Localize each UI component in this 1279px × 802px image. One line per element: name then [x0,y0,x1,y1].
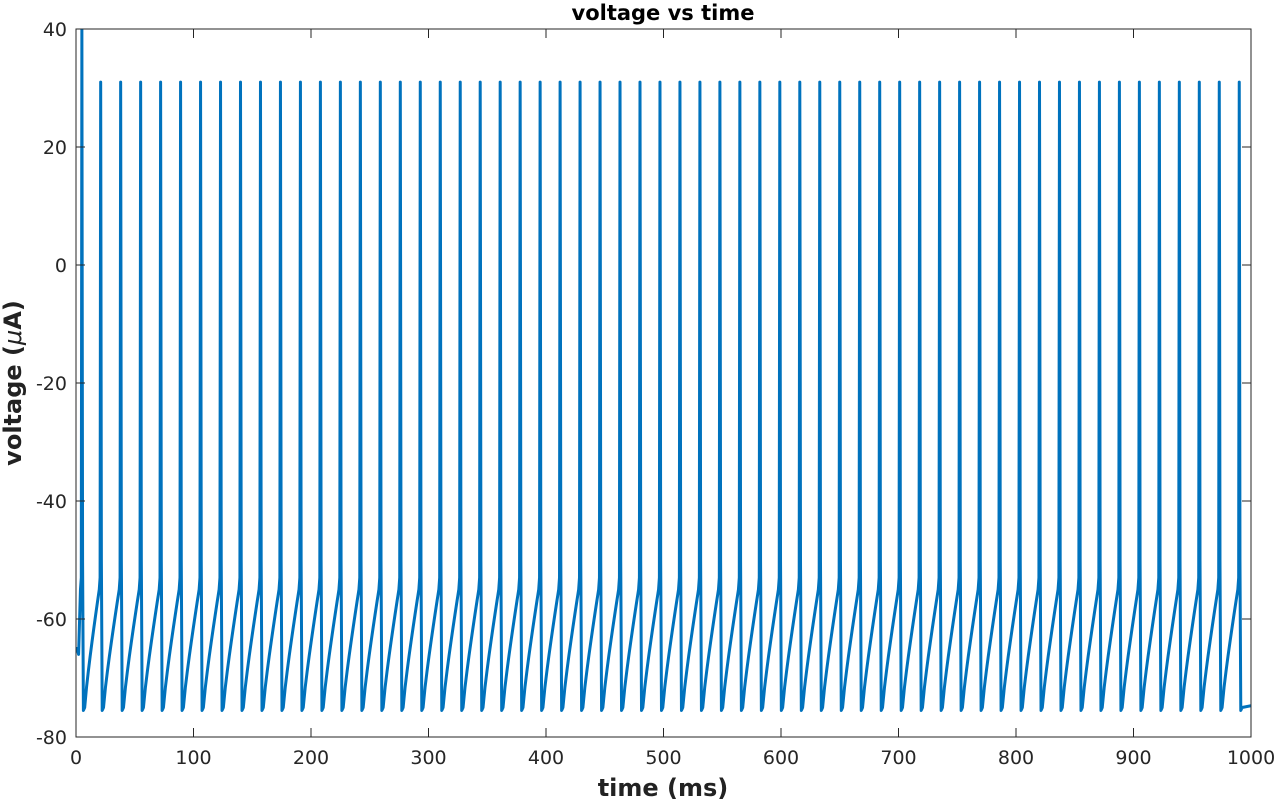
y-axis-label-mu: μ [0,330,27,346]
y-axis-label-suffix: A) [0,300,27,330]
x-axis-label: time (ms) [598,774,729,802]
y-tick-label: -20 [36,373,67,395]
x-tick-label: 400 [528,747,564,769]
x-tick-label: 1000 [1227,747,1275,769]
plot-area [76,29,1251,737]
y-tick-label: 0 [55,255,67,277]
x-tick-label: 500 [645,747,681,769]
y-axis-label-prefix: voltage ( [0,345,27,466]
x-tick-label: 600 [763,747,799,769]
ticks-layer: 0 100 200 300 400 500 600 700 800 900 1000-80-60-4… [36,19,1275,769]
x-tick-label: 700 [880,747,916,769]
x-tick-label: 0 [70,747,82,769]
x-tick-label: 800 [998,747,1034,769]
y-tick-label: 40 [43,19,67,41]
y-tick-label: -40 [36,491,67,513]
voltage-trace [76,29,1251,712]
x-tick-label: 100 [175,747,211,769]
chart-title: voltage vs time [572,1,755,25]
y-tick-label: 20 [43,137,67,159]
y-tick-label: -80 [36,727,67,749]
x-tick-label: 300 [410,747,446,769]
x-tick-label: 900 [1115,747,1151,769]
series-layer [76,29,1251,712]
y-tick-label: -60 [36,609,67,631]
x-tick-label: 200 [293,747,329,769]
y-axis-label: voltage (μA) [0,300,27,466]
